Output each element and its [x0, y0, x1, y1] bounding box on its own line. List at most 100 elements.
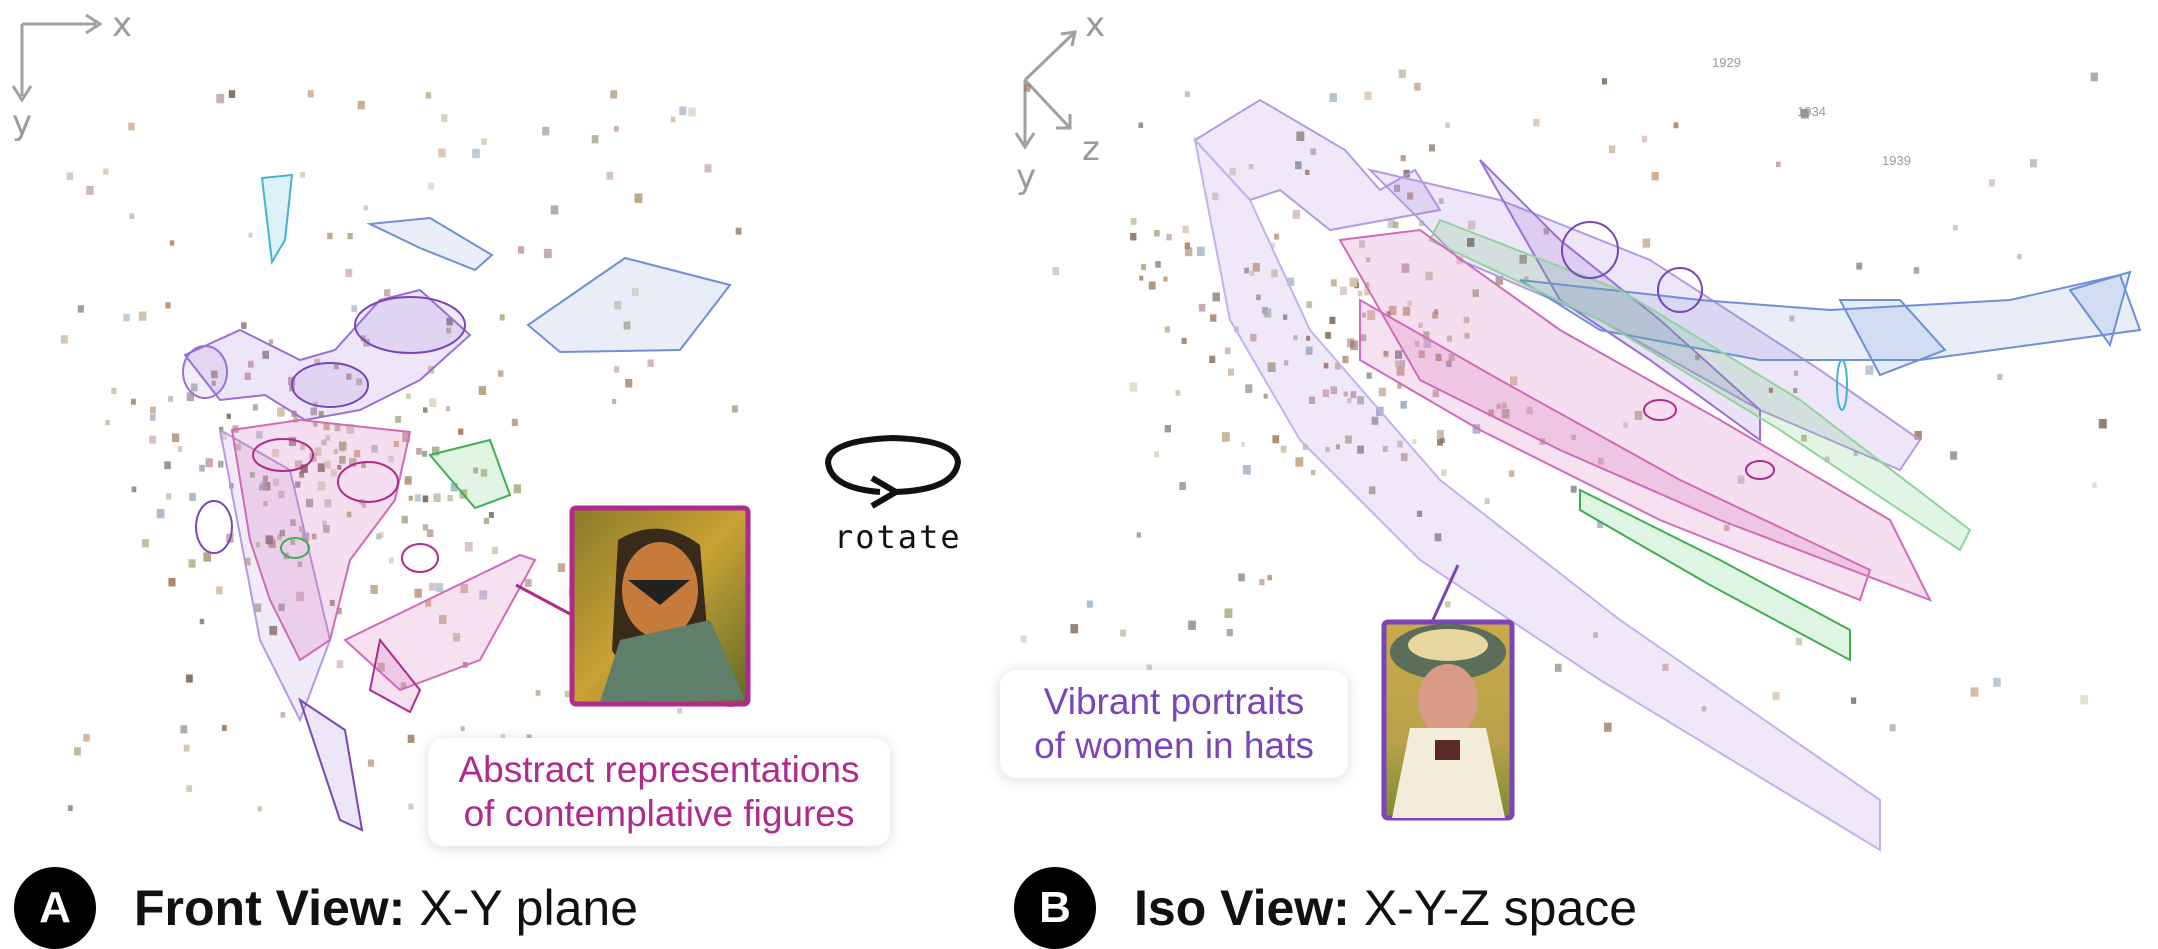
painting-point[interactable] — [406, 393, 411, 400]
painting-point[interactable] — [1229, 167, 1236, 176]
painting-point[interactable] — [1293, 335, 1298, 341]
painting-point[interactable] — [177, 446, 183, 452]
painting-point[interactable] — [1801, 434, 1807, 442]
painting-point[interactable] — [218, 460, 224, 468]
painting-point[interactable] — [606, 171, 614, 180]
painting-point[interactable] — [150, 406, 156, 414]
painting-point[interactable] — [169, 240, 175, 246]
painting-point[interactable] — [2098, 419, 2107, 429]
painting-point[interactable] — [428, 182, 434, 190]
painting-point[interactable] — [1533, 118, 1540, 127]
painting-point[interactable] — [557, 563, 566, 572]
painting-point[interactable] — [513, 484, 521, 494]
painting-point[interactable] — [131, 398, 136, 405]
painting-point[interactable] — [1242, 465, 1251, 475]
painting-point[interactable] — [1468, 220, 1476, 230]
painting-point[interactable] — [1366, 257, 1371, 263]
painting-point[interactable] — [346, 511, 352, 518]
painting-point[interactable] — [250, 471, 255, 478]
painting-point[interactable] — [1623, 422, 1628, 429]
painting-point[interactable] — [180, 725, 188, 734]
painting-point[interactable] — [324, 499, 332, 508]
painting-point[interactable] — [1641, 135, 1648, 143]
painting-point[interactable] — [1224, 347, 1231, 355]
painting-point[interactable] — [614, 301, 622, 310]
painting-point[interactable] — [351, 305, 357, 312]
painting-point[interactable] — [1248, 164, 1254, 170]
painting-point[interactable] — [269, 625, 278, 636]
painting-point[interactable] — [330, 469, 337, 477]
painting-point[interactable] — [310, 407, 317, 416]
painting-point[interactable] — [1146, 664, 1152, 671]
painting-point[interactable] — [299, 471, 305, 478]
painting-point[interactable] — [2017, 254, 2022, 260]
painting-point[interactable] — [1182, 225, 1189, 234]
painting-point[interactable] — [299, 526, 305, 533]
painting-point[interactable] — [1287, 277, 1295, 287]
painting-point[interactable] — [423, 407, 428, 413]
painting-point[interactable] — [543, 248, 552, 259]
painting-point[interactable] — [1824, 456, 1830, 463]
painting-point[interactable] — [1394, 360, 1400, 367]
painting-point[interactable] — [300, 172, 305, 178]
painting-point[interactable] — [1642, 238, 1651, 248]
painting-point[interactable] — [150, 414, 156, 421]
painting-point[interactable] — [1386, 311, 1391, 317]
painting-point[interactable] — [542, 126, 550, 136]
iso-cluster-tubes[interactable] — [1193, 98, 2142, 852]
painting-point[interactable] — [1259, 579, 1265, 586]
painting-point[interactable] — [1244, 267, 1249, 274]
painting-point[interactable] — [1418, 322, 1423, 328]
painting-point[interactable] — [1526, 407, 1533, 415]
painting-point[interactable] — [677, 707, 683, 714]
painting-point[interactable] — [1052, 267, 1060, 276]
painting-point[interactable] — [1510, 376, 1518, 386]
painting-point[interactable] — [1209, 355, 1216, 364]
painting-point[interactable] — [478, 386, 487, 395]
painting-point[interactable] — [2030, 159, 2037, 168]
painting-point[interactable] — [438, 148, 446, 158]
painting-point[interactable] — [422, 524, 429, 531]
painting-point[interactable] — [131, 486, 137, 493]
painting-point[interactable] — [1323, 362, 1329, 369]
painting-point[interactable] — [277, 534, 282, 541]
painting-point[interactable] — [1865, 365, 1874, 375]
painting-point[interactable] — [435, 583, 444, 592]
painting-point[interactable] — [1334, 362, 1341, 370]
painting-point[interactable] — [458, 428, 464, 435]
painting-point[interactable] — [262, 350, 269, 359]
painting-point[interactable] — [377, 662, 385, 672]
painting-point[interactable] — [480, 468, 488, 477]
painting-point[interactable] — [1181, 337, 1187, 344]
painting-point[interactable] — [1212, 292, 1221, 302]
painting-point[interactable] — [1634, 410, 1643, 420]
painting-point[interactable] — [1256, 294, 1261, 301]
painting-point[interactable] — [1501, 402, 1507, 409]
painting-point[interactable] — [336, 660, 344, 669]
painting-point[interactable] — [1484, 498, 1490, 505]
painting-point[interactable] — [1357, 445, 1364, 454]
painting-point[interactable] — [432, 446, 440, 456]
painting-point[interactable] — [500, 734, 506, 740]
painting-point[interactable] — [323, 422, 330, 431]
painting-point[interactable] — [1263, 393, 1268, 399]
painting-point[interactable] — [1913, 267, 1920, 274]
painting-point[interactable] — [1366, 372, 1372, 379]
painting-point[interactable] — [735, 227, 742, 235]
painting-point[interactable] — [257, 806, 262, 812]
painting-point[interactable] — [1793, 370, 1799, 376]
painting-point[interactable] — [1467, 238, 1475, 247]
painting-point[interactable] — [138, 311, 147, 321]
painting-point[interactable] — [1953, 224, 1958, 231]
painting-point[interactable] — [732, 405, 738, 413]
painting-point[interactable] — [253, 603, 262, 613]
painting-point[interactable] — [1856, 262, 1863, 270]
painting-point[interactable] — [445, 406, 450, 412]
painting-point[interactable] — [1305, 169, 1310, 175]
painting-point[interactable] — [1543, 228, 1549, 235]
painting-point[interactable] — [1302, 444, 1308, 450]
painting-point[interactable] — [1737, 475, 1745, 484]
painting-point[interactable] — [1136, 532, 1141, 538]
painting-point[interactable] — [325, 435, 331, 441]
painting-point[interactable] — [1673, 122, 1679, 129]
